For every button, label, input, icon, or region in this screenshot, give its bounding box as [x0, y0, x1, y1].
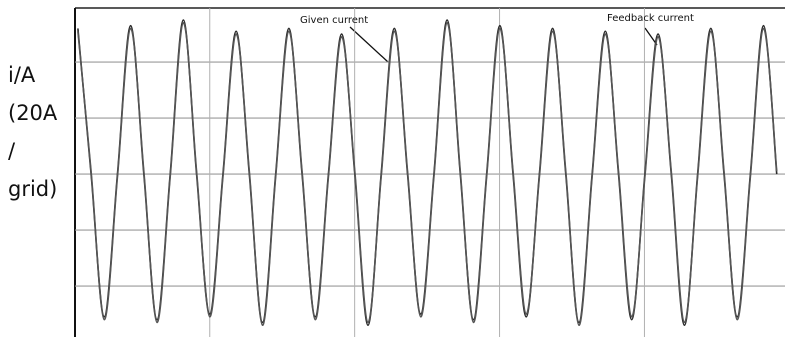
annotation-label: Given current [300, 15, 368, 26]
y-axis-label: (20A [8, 101, 58, 125]
y-axis-label: / [8, 139, 16, 163]
y-axis-label: i/A [8, 63, 36, 87]
annotation-label: Feedback current [607, 13, 694, 24]
annotation-arrow [350, 27, 388, 62]
y-axis-label: grid) [8, 177, 57, 201]
chart: i/A (20A / grid) Given current Feedback curre… [0, 0, 785, 337]
